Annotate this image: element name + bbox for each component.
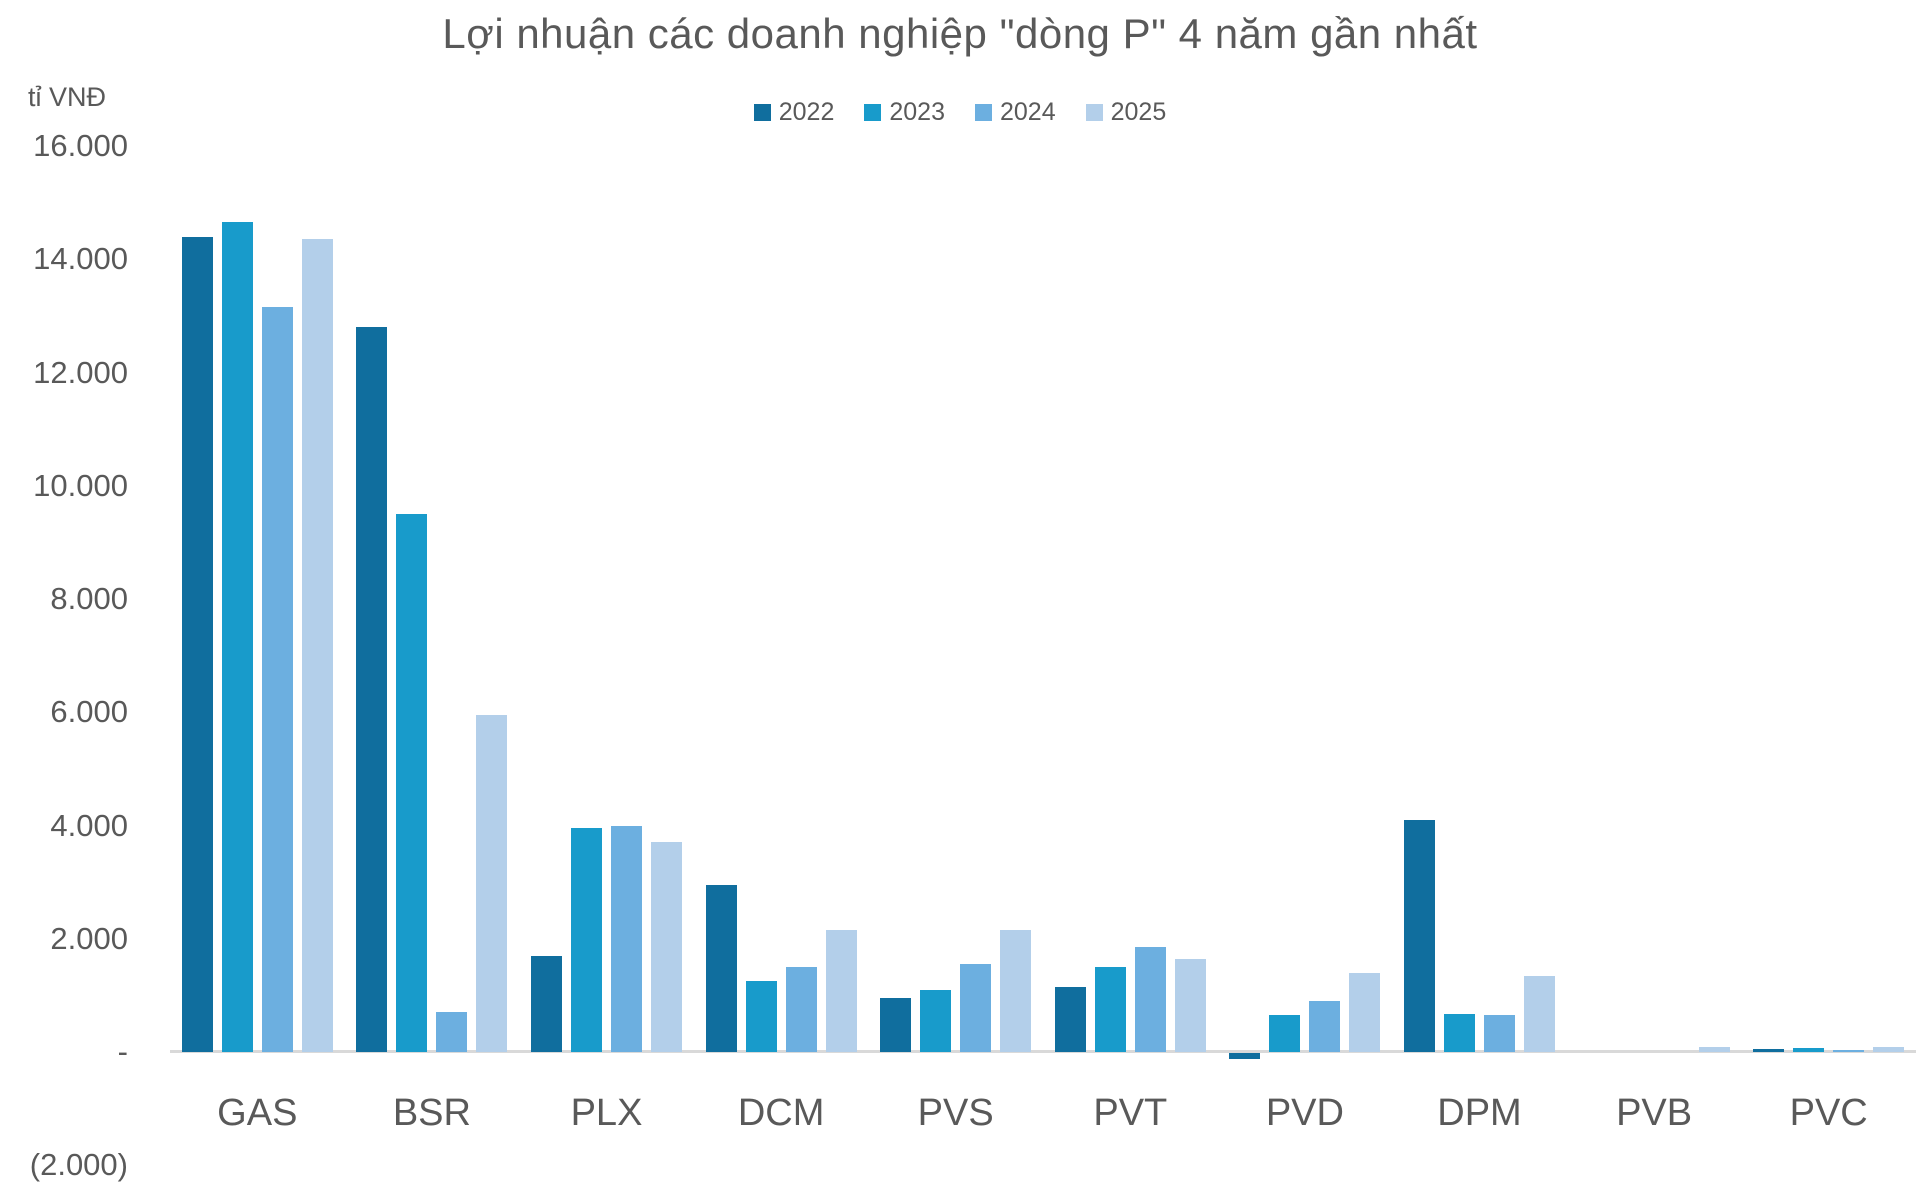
legend-label: 2022 bbox=[778, 98, 835, 126]
bar-PLX-2022 bbox=[531, 955, 562, 1052]
bar-DCM-2024 bbox=[785, 967, 817, 1052]
bar-PVD-2025 bbox=[1349, 972, 1381, 1052]
bar-PVB-2025 bbox=[1698, 1047, 1730, 1052]
bar-PVT-2023 bbox=[1094, 967, 1126, 1052]
x-axis-category-label-PVD: PVD bbox=[1265, 1092, 1344, 1134]
y-axis-tick-label: 2.000 bbox=[50, 920, 128, 956]
y-axis-unit: tỉ VNĐ bbox=[28, 82, 107, 112]
chart-title: Lợi nhuận các doanh nghiệp "dòng P" 4 nă… bbox=[442, 10, 1478, 57]
bar-PVS-2025 bbox=[1000, 930, 1032, 1052]
bar-DPM-2024 bbox=[1484, 1015, 1515, 1052]
bar-GAS-2023 bbox=[221, 222, 253, 1052]
bar-DPM-2022 bbox=[1404, 819, 1435, 1052]
bar-DCM-2023 bbox=[745, 981, 777, 1052]
legend-swatch-2022 bbox=[753, 104, 771, 121]
x-axis-category-label-DPM: DPM bbox=[1437, 1092, 1522, 1134]
bar-BSR-2023 bbox=[396, 514, 428, 1052]
bar-PVD-2022 bbox=[1229, 1053, 1261, 1059]
y-axis-tick-label: 14.000 bbox=[33, 241, 128, 277]
x-axis-category-label-GAS: GAS bbox=[217, 1092, 298, 1134]
bar-PVD-2024 bbox=[1309, 1001, 1341, 1052]
bar-PVD-2023 bbox=[1269, 1015, 1301, 1052]
legend-item-2023: 2023 bbox=[864, 98, 945, 127]
bar-PLX-2023 bbox=[571, 828, 602, 1052]
y-axis-tick-label: 16.000 bbox=[33, 128, 128, 163]
x-axis-category-label-PLX: PLX bbox=[570, 1092, 643, 1134]
bar-BSR-2024 bbox=[436, 1012, 468, 1052]
bar-DPM-2023 bbox=[1444, 1014, 1475, 1052]
y-axis-tick-label: 6.000 bbox=[50, 694, 128, 730]
legend: 2022 2023 2024 2025 bbox=[0, 98, 1920, 127]
bar-PVT-2025 bbox=[1174, 958, 1206, 1052]
y-axis-tick-label: 8.000 bbox=[50, 581, 128, 616]
bar-PVS-2024 bbox=[960, 964, 992, 1052]
legend-label: 2023 bbox=[889, 98, 945, 126]
y-axis-tick-label: 12.000 bbox=[33, 354, 128, 390]
bar-PVS-2023 bbox=[920, 989, 952, 1052]
bar-PVS-2022 bbox=[880, 998, 912, 1052]
legend-swatch-2025 bbox=[1085, 104, 1103, 121]
bar-PVC-2023 bbox=[1793, 1047, 1825, 1052]
legend-item-2022: 2022 bbox=[753, 98, 835, 127]
x-axis-category-label-DCM: DCM bbox=[737, 1092, 825, 1134]
bar-PVT-2024 bbox=[1134, 947, 1166, 1052]
bar-DCM-2025 bbox=[825, 930, 857, 1052]
bar-DCM-2022 bbox=[705, 884, 737, 1052]
bar-GAS-2025 bbox=[301, 239, 333, 1052]
bar-GAS-2024 bbox=[261, 307, 293, 1052]
y-axis-tick-label: 4.000 bbox=[50, 807, 128, 843]
bar-BSR-2025 bbox=[476, 715, 508, 1052]
legend-swatch-2023 bbox=[864, 104, 882, 121]
legend-item-2025: 2025 bbox=[1085, 98, 1167, 127]
legend-swatch-2024 bbox=[975, 104, 992, 121]
y-axis-tick-label: - bbox=[117, 1034, 128, 1069]
bar-PVC-2024 bbox=[1833, 1050, 1865, 1052]
bar-PVT-2022 bbox=[1054, 986, 1086, 1052]
bar-PVC-2025 bbox=[1873, 1047, 1905, 1052]
x-axis-category-label-PVB: PVB bbox=[1616, 1092, 1693, 1134]
y-axis-tick-label: (2.000) bbox=[29, 1147, 128, 1183]
x-axis-category-label-BSR: BSR bbox=[392, 1092, 471, 1134]
x-axis-category-label-PVT: PVT bbox=[1093, 1092, 1168, 1134]
bar-PLX-2024 bbox=[611, 825, 642, 1052]
legend-item-2024: 2024 bbox=[975, 98, 1056, 127]
bar-DPM-2025 bbox=[1524, 975, 1555, 1052]
legend-label: 2025 bbox=[1110, 98, 1167, 126]
x-axis-category-label-PVS: PVS bbox=[917, 1092, 994, 1134]
x-axis-category-label-PVC: PVC bbox=[1789, 1092, 1868, 1134]
y-axis-tick-label: 10.000 bbox=[33, 467, 128, 503]
bar-GAS-2022 bbox=[181, 236, 213, 1052]
x-axis-line bbox=[170, 1050, 1916, 1053]
bar-PLX-2025 bbox=[651, 842, 682, 1052]
bar-BSR-2022 bbox=[356, 327, 388, 1052]
legend-label: 2024 bbox=[1000, 98, 1056, 126]
bar-PVC-2022 bbox=[1753, 1049, 1785, 1052]
